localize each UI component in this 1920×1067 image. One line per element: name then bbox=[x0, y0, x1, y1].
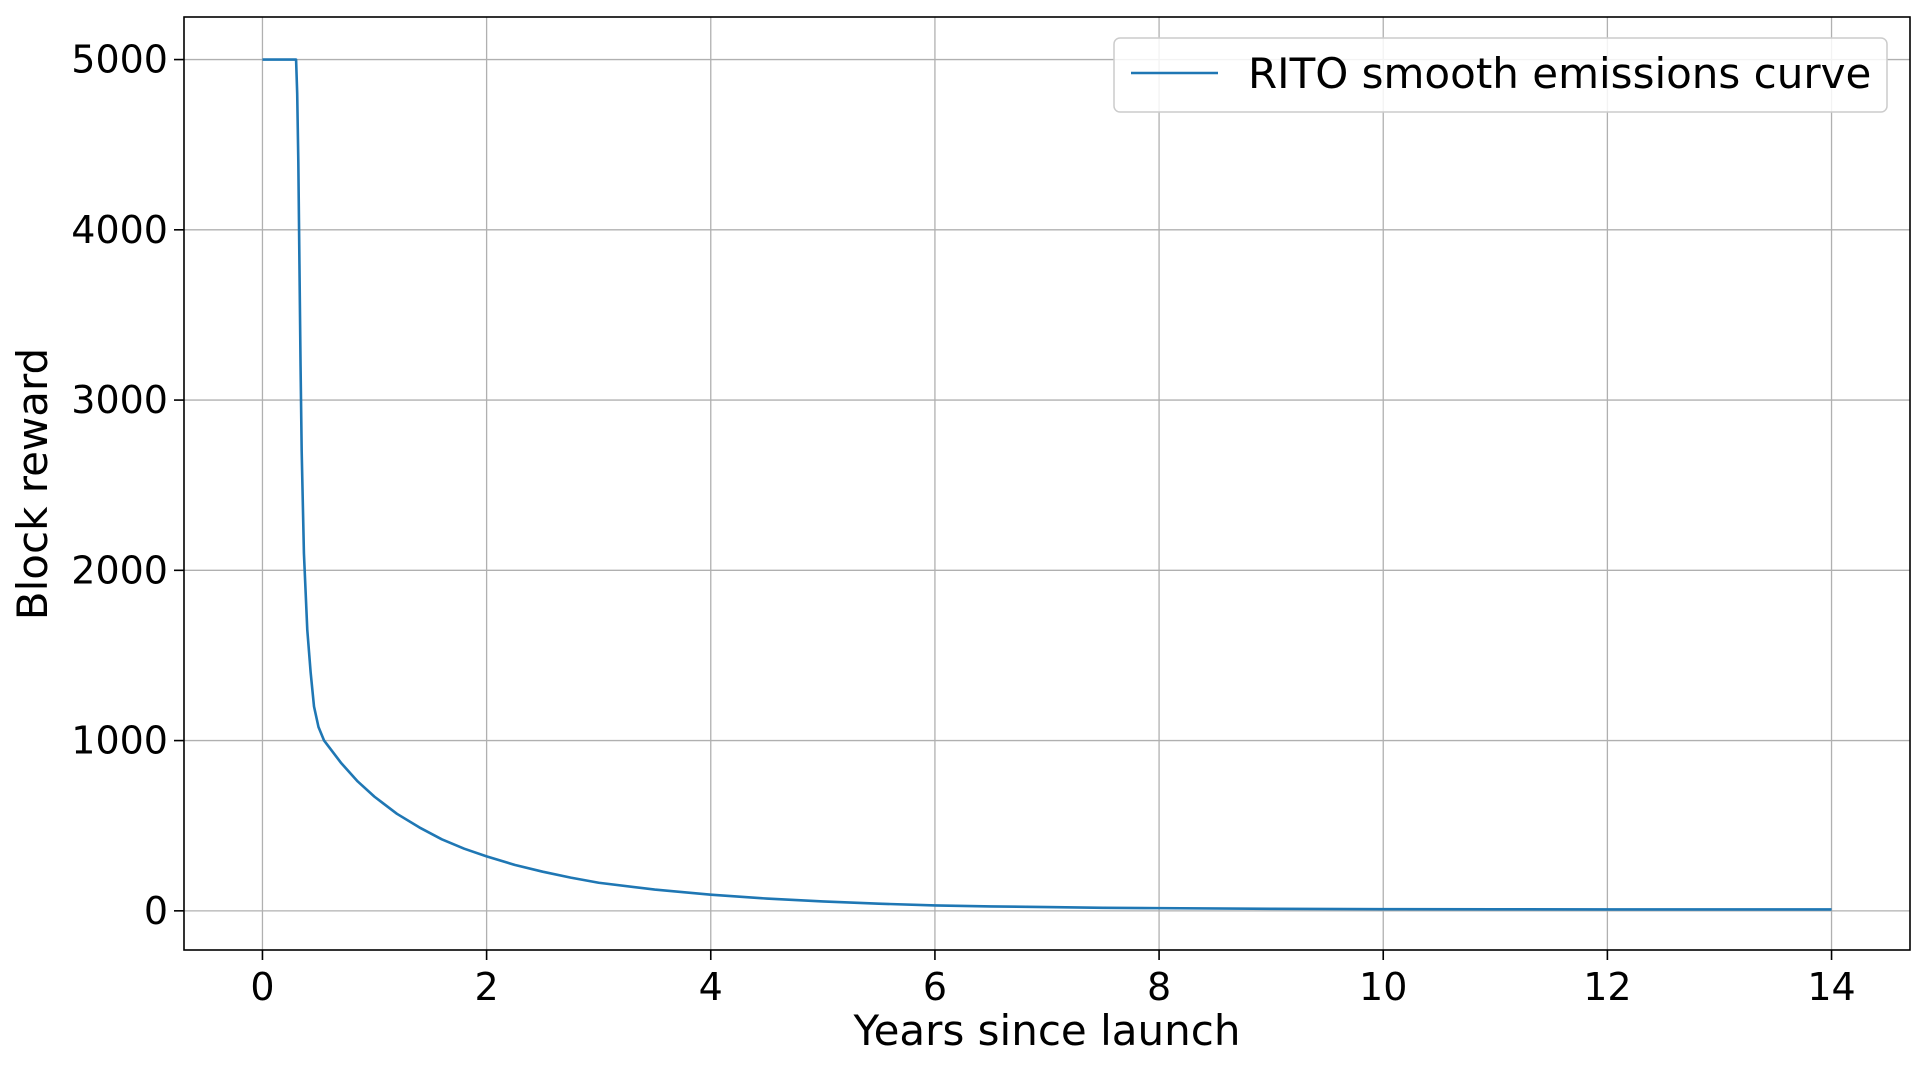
x-tick-label: 0 bbox=[250, 965, 274, 1009]
legend: RITO smooth emissions curve bbox=[1113, 37, 1888, 113]
x-tick-label: 12 bbox=[1583, 965, 1631, 1009]
legend-box bbox=[1113, 37, 1888, 113]
legend-entry-label: RITO smooth emissions curve bbox=[1248, 49, 1871, 98]
y-tick-label: 4000 bbox=[71, 208, 168, 252]
x-tick-label: 14 bbox=[1807, 965, 1855, 1009]
y-tick-label: 0 bbox=[144, 889, 168, 933]
x-tick-label: 8 bbox=[1147, 965, 1171, 1009]
x-tick-label: 2 bbox=[475, 965, 499, 1009]
plot-frame bbox=[183, 16, 1911, 951]
plot-series bbox=[262, 58, 1832, 911]
x-tick-label: 4 bbox=[699, 965, 723, 1009]
y-tick-label: 3000 bbox=[71, 378, 168, 422]
grid-lines bbox=[184, 17, 1910, 950]
x-tick-label: 10 bbox=[1359, 965, 1407, 1009]
y-tick-label: 2000 bbox=[71, 548, 168, 592]
x-axis-label: Years since launch bbox=[853, 1006, 1241, 1055]
x-tick-label: 6 bbox=[923, 965, 947, 1009]
y-axis-label: Block reward bbox=[8, 348, 57, 620]
y-tick-label: 1000 bbox=[71, 719, 168, 763]
y-tick-label: 5000 bbox=[71, 38, 168, 82]
emissions-curve-line bbox=[262, 58, 1832, 911]
axis-ticks: 0 2 4 6 8 10 12 14 0 1000 2000 3000 4000 5000 bbox=[71, 38, 1855, 1009]
